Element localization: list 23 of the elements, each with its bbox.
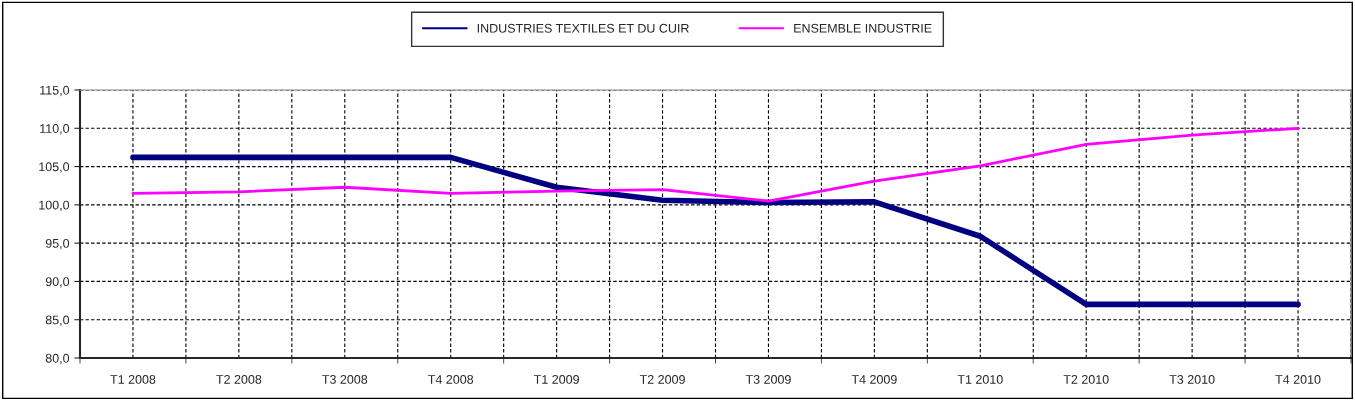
y-tick-label: 110,0 (40, 124, 70, 135)
x-tick-label: T2 2010 (1063, 375, 1109, 384)
x-tick-label: T4 2008 (428, 375, 474, 384)
y-tick-label: 100,0 (39, 200, 70, 211)
x-tick-label: T2 2009 (639, 375, 685, 384)
x-tick-label: T1 2010 (957, 375, 1003, 384)
x-tick-label: T4 2010 (1275, 375, 1321, 384)
x-tick-label: T3 2008 (322, 375, 368, 384)
x-tick-label: T3 2009 (745, 375, 791, 384)
legend-label: ENSEMBLE INDUSTRIE (794, 23, 932, 33)
y-tick-label: 85,0 (45, 315, 70, 326)
y-tick-label: 90,0 (45, 277, 70, 288)
x-tick-label: T2 2008 (216, 375, 262, 384)
x-tick-label: T3 2010 (1169, 375, 1215, 384)
x-tick-label: T1 2009 (533, 375, 579, 384)
y-tick-label: 115,0 (40, 85, 70, 97)
x-tick-label: T1 2008 (110, 375, 156, 384)
y-tick-label: 105,0 (39, 162, 70, 173)
y-tick-label: 95,0 (45, 238, 70, 250)
y-tick-label: 80,0 (45, 353, 70, 365)
x-tick-label: T4 2009 (851, 375, 897, 384)
legend-label: INDUSTRIES TEXTILES ET DU CUIR (477, 23, 689, 33)
line-series (131, 126, 1300, 203)
